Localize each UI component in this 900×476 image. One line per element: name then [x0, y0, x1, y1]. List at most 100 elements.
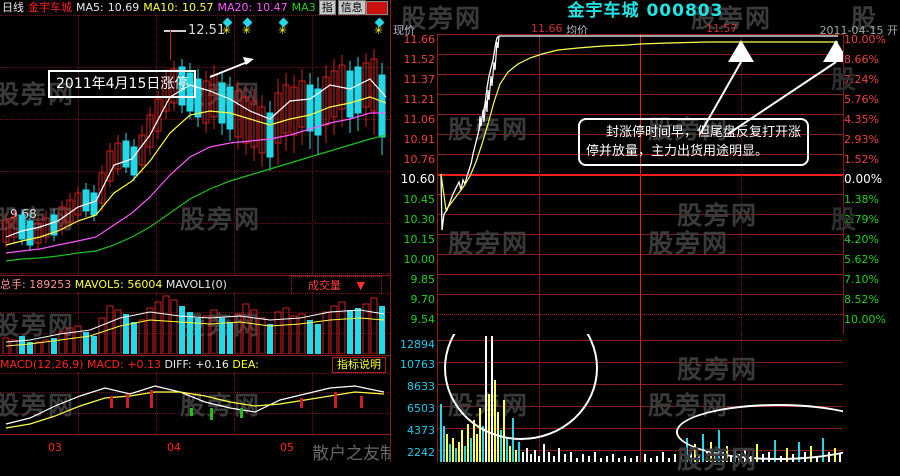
x-tick-04: 04 [167, 441, 181, 454]
avg-price-value: 11.57 [706, 22, 738, 35]
price-tick: 10.00 [403, 253, 436, 266]
percent-tick: 2.93% [844, 133, 879, 146]
intraday-pane: 股旁网 股旁网 股 金宇车城 000803 现价 11.66 均价 11.57 … [391, 0, 900, 474]
volume-tick: 4373 [407, 424, 435, 437]
mavol5-value: 56004 [127, 278, 163, 291]
percent-tick-zero: 0.00% [844, 172, 883, 186]
percent-tick: 5.76% [844, 93, 879, 106]
diff-value: +0.16 [195, 358, 229, 371]
noon-divider [640, 34, 641, 334]
percent-tick: 1.38% [844, 193, 879, 206]
volume-tick: 10763 [400, 358, 435, 371]
mavol10-label: MAVOL1(0) [165, 278, 227, 291]
tail-volume-highlight-ellipse [676, 404, 843, 460]
x-tick-05: 05 [280, 441, 294, 454]
percent-tick: 7.24% [844, 73, 879, 86]
kline-price-chart[interactable]: 股旁网 股旁网 股旁网 股旁网 ✳ ✳ ✳ ✳ 12.51 9.68 [0, 15, 390, 275]
price-tick: 10.30 [403, 213, 436, 226]
x-tick-03: 03 [48, 441, 62, 454]
index-button[interactable]: 指 [318, 0, 336, 15]
macd-panel-header: MACD(12,26,9) MACD: +0.13 DIFF: +0.16 DE… [0, 355, 390, 374]
diff-label: DIFF: [164, 358, 192, 371]
price-tick: 11.66 [403, 33, 436, 46]
ma5-value: 10.69 [107, 1, 140, 14]
volume-panel-title-text: 成交量 [308, 279, 342, 292]
total-volume-value: 189253 [29, 278, 72, 291]
price-tick: 9.85 [410, 273, 436, 286]
intraday-title-bar: 股旁网 股旁网 股 金宇车城 000803 [391, 0, 900, 33]
page-title: 金宇车城 000803 [567, 1, 724, 21]
limit-up-arrow-right-icon [823, 40, 843, 62]
kline-pane: 日线 金宇车城 MA5: 10.69 MA10: 10.57 MA20: 10.47 MA3 指信… [0, 0, 397, 464]
macd-label: MACD: [87, 358, 124, 371]
percent-tick: 2.79% [844, 213, 879, 226]
percent-tick: 8.52% [844, 293, 879, 306]
percent-tick: 10.00% [844, 313, 886, 326]
high-price-arrow-icon [164, 30, 186, 32]
macd-formula: MACD(12,26,9) [0, 358, 84, 371]
signal-star-icon: ✳ [222, 24, 232, 37]
price-tick: 10.15 [403, 233, 436, 246]
current-price-label: 现价 [393, 24, 415, 37]
candlestick-series [2, 49, 387, 262]
kline-stock-name: 金宇车城 [28, 1, 72, 14]
intraday-line-series [440, 35, 838, 231]
ma3-label: MA3 [291, 1, 316, 14]
macd-series [5, 385, 385, 429]
intraday-volume-chart[interactable]: 股旁网 股旁网 [437, 334, 843, 462]
ma10-value: 10.57 [181, 1, 214, 14]
volume-tick: 2242 [407, 446, 435, 459]
kline-x-axis: 03 04 05 散户之友制 [0, 434, 397, 464]
price-tick: 10.76 [403, 153, 436, 166]
intraday-quote-row: 现价 11.66 均价 11.57 2011-04-15 开 [391, 22, 900, 37]
kline-annotation-text: 2011年4月15日涨停 [56, 76, 189, 92]
percent-tick: 4.35% [844, 113, 879, 126]
ma20-label: MA20: [217, 1, 253, 14]
info-button[interactable]: 信息 [337, 0, 366, 15]
indicator-help-label: 指标说明 [337, 358, 381, 371]
intraday-annotation-text: 封涨停时间早，但尾盘反复打开涨停并放量，主力出货用途明显。 [586, 125, 802, 159]
percent-tick: 8.66% [844, 53, 879, 66]
price-tick-prev-close: 10.60 [400, 172, 435, 186]
percent-tick: 1.52% [844, 153, 879, 166]
price-tick: 11.21 [403, 93, 436, 106]
high-price-marker: 12.51 [188, 23, 226, 38]
volume-panel-title[interactable]: 成交量 ▼ [291, 276, 382, 293]
total-volume-label: 总手: [0, 278, 26, 291]
percent-tick: 4.20% [844, 233, 879, 246]
ma5-label: MA5: [76, 1, 104, 14]
price-tick: 9.54 [410, 313, 436, 326]
volume-tick: 6503 [407, 402, 435, 415]
kline-period-label[interactable]: 日线 [2, 1, 24, 14]
price-tick: 11.06 [403, 113, 436, 126]
high-price-vline [170, 30, 171, 60]
volume-panel-header: 总手: 189253 MAVOL5: 56004 MAVOL1(0) 成交量 ▼ [0, 275, 390, 294]
ma10-label: MA10: [143, 1, 178, 14]
price-tick: 11.37 [403, 73, 436, 86]
speaker-icon[interactable] [366, 1, 388, 15]
indicator-help-button[interactable]: 指标说明 [332, 357, 386, 373]
price-tick: 11.52 [403, 53, 436, 66]
kline-macd-chart[interactable]: 股旁网 股旁网 [0, 372, 390, 434]
intraday-annotation-callout: 封涨停时间早，但尾盘反复打开涨停并放量，主力出货用途明显。 [578, 118, 809, 166]
percent-tick: 10.00% [844, 33, 886, 46]
intraday-price-chart[interactable]: 股旁网 股旁网 股旁网 股旁网 封涨停时间早，但尾盘反复打 [437, 34, 844, 334]
price-tick: 10.45 [403, 193, 436, 206]
trade-date-label: 2011-04-15 开 [819, 24, 898, 37]
current-price-value: 11.66 [531, 22, 563, 35]
volume-bar-series [2, 295, 385, 354]
avg-price-label: 均价 [566, 24, 588, 37]
kline-volume-chart[interactable]: 股旁网 股旁网 [0, 292, 390, 354]
caret-down-icon[interactable]: ▼ [356, 279, 365, 292]
ma20-value: 10.47 [256, 1, 288, 14]
limit-up-arrow-left-icon [728, 40, 754, 62]
percent-tick: 7.10% [844, 273, 879, 286]
mavol5-label: MAVOL5: [74, 278, 124, 291]
footer-watermark: 散户之友制 [312, 444, 397, 464]
dea-label: DEA: [232, 358, 259, 371]
percent-tick: 5.62% [844, 253, 879, 266]
volume-tick: 8633 [407, 380, 435, 393]
kline-annotation-callout: 2011年4月15日涨停 [48, 70, 197, 98]
volume-tick: 12894 [400, 338, 435, 351]
